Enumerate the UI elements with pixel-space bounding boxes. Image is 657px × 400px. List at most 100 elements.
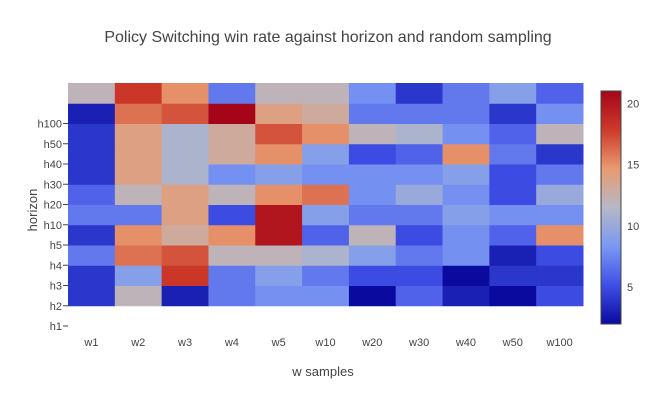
heatmap-cell [536,184,584,205]
heatmap-cell [442,123,490,145]
heatmap-cell [208,285,256,307]
heatmap-cell [442,245,490,266]
heatmap-cell [489,123,537,145]
heatmap-cell [68,184,116,205]
heatmap-cell [536,143,584,165]
colorbar-tick-label: 5 [627,282,633,294]
heatmap-cell [161,265,209,286]
heatmap-cell [208,245,256,266]
heatmap-cell [114,285,163,307]
heatmap-cell [442,204,490,226]
heatmap-cell [489,224,537,246]
heatmap-cell [161,224,209,246]
heatmap-cell [395,143,444,165]
heatmap-cell [208,184,256,205]
heatmap-cell [208,224,256,246]
x-axis-title: w samples [291,364,354,379]
x-tick-label: w1 [83,337,98,349]
colorbar-tick-label: 15 [627,160,639,172]
colorbar [600,90,622,325]
heatmap-cell [68,245,116,266]
heatmap-cell [114,224,163,246]
heatmap-cell [255,143,303,165]
heatmap-cell [536,285,584,307]
heatmap-cell [208,143,256,165]
x-tick-label: w20 [361,337,382,349]
colorbar-ticks: 5 10 15 20 [627,98,639,294]
heatmap-cell [348,265,397,286]
heatmap-cell [302,184,350,205]
x-tick-label: w5 [271,337,286,349]
heatmap-cell [208,103,256,124]
heatmap-cell [68,285,116,307]
heatmap-cell [348,103,397,124]
heatmap-cell [68,143,116,165]
heatmap-cell [348,285,397,307]
heatmap-cell [208,123,256,145]
x-tick-label: w40 [455,337,476,349]
x-tick-label: w2 [130,337,145,349]
heatmap-cell [161,123,209,145]
heatmap-cell [255,184,303,205]
heatmap-cell [489,83,537,104]
x-tick-labels: w1 w2 w3 w4 w5 w10 w20 w30 w40 w50 w100 [83,337,572,349]
heatmap-cell [255,123,303,145]
heatmap-cell [395,224,444,246]
x-tick-label: w50 [502,337,523,349]
heatmap-cell [536,123,584,145]
heatmap-cell [114,143,163,165]
heatmap-cell [208,265,256,286]
heatmap-cell [348,123,397,145]
y-tick-label: h5 [50,240,62,252]
y-tick-label: h50 [44,139,62,151]
y-tick-label: h100 [38,119,62,131]
heatmap-cells [68,83,584,307]
x-tick-label: w4 [224,337,239,349]
heatmap-cell [161,164,209,185]
heatmap-cell [255,164,303,185]
heatmap-cell [302,103,350,124]
heatmap-cell [255,265,303,286]
heatmap-cell [536,224,584,246]
heatmap-cell [302,83,350,104]
heatmap-cell [255,204,303,226]
heatmap-cell [536,164,584,185]
y-tick-label: h4 [50,260,62,272]
heatmap-cell [302,123,350,145]
heatmap-cell [114,184,163,205]
heatmap-cell [489,103,537,124]
heatmap-cell [68,103,116,124]
heatmap-cell [161,83,209,104]
heatmap-cell [255,103,303,124]
heatmap-cell [489,164,537,185]
heatmap-cell [208,164,256,185]
heatmap-cell [161,143,209,165]
heatmap-cell [68,265,116,286]
heatmap-cell [489,204,537,226]
heatmap-cell [114,204,163,226]
y-tick-label: h40 [44,159,62,171]
heatmap-cell [114,83,163,104]
heatmap-cell [302,164,350,185]
heatmap-cell [255,224,303,246]
heatmap-cell [161,103,209,124]
heatmap-cell [161,245,209,266]
x-tick-label: w10 [314,337,335,349]
heatmap-cell [255,245,303,266]
heatmap-cell [68,204,116,226]
heatmap-cell [348,184,397,205]
y-tick-label: h3 [50,281,62,293]
heatmap-cell [161,204,209,226]
heatmap-cell [114,265,163,286]
heatmap-cell [114,245,163,266]
heatmap-cell [114,123,163,145]
colorbar-tick-label: 20 [627,98,639,110]
heatmap-cell [395,164,444,185]
heatmap-cell [68,164,116,185]
heatmap-cell [442,83,490,104]
y-tick-label: h30 [44,179,62,191]
heatmap-cell [489,245,537,266]
heatmap-cell [489,143,537,165]
colorbar-tick-label: 10 [627,221,639,233]
